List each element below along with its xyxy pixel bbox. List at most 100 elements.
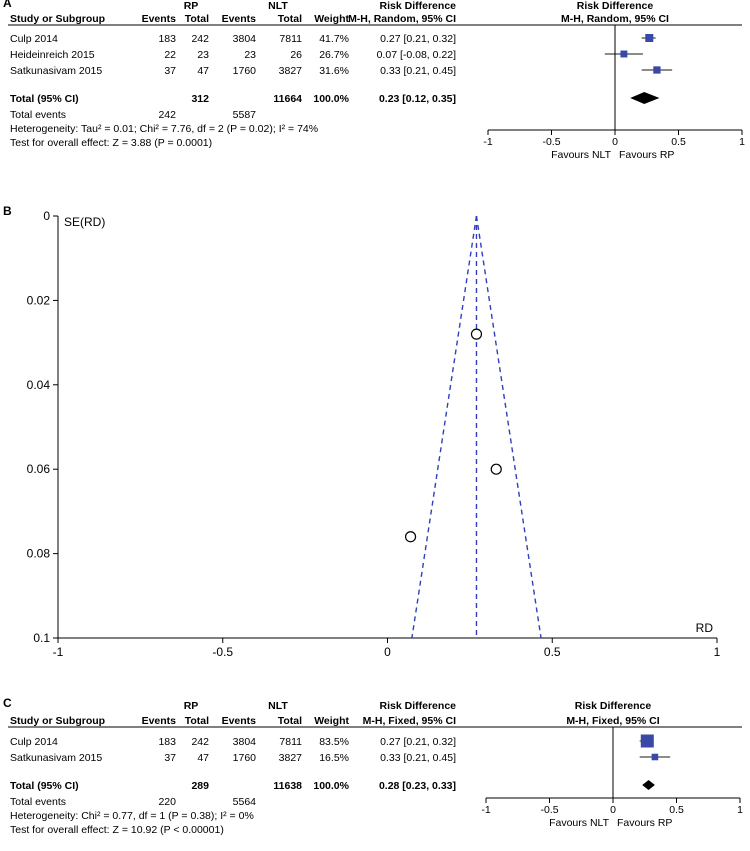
total2-cell: 3827 <box>279 752 303 764</box>
total-events-label: Total events <box>10 796 66 808</box>
x-tick-label: 0 <box>610 804 616 816</box>
total2-sum: 11664 <box>273 93 302 105</box>
study-marker <box>640 734 654 748</box>
total2-sum: 11638 <box>273 780 302 792</box>
funnel-limit-right <box>475 215 542 639</box>
total1-cell: 242 <box>191 736 209 748</box>
plot-title: Risk Difference <box>577 0 654 12</box>
x-tick-label: 1 <box>714 645 721 659</box>
ci-cell: 0.27 [0.21, 0.32] <box>380 33 456 45</box>
x-axis-label: RD <box>696 621 714 635</box>
total1-sum: 289 <box>191 780 209 792</box>
study-point <box>404 531 417 543</box>
heterogeneity-text: Heterogeneity: Chi² = 0.77, df = 1 (P = … <box>10 810 254 822</box>
total-events2: 5587 <box>233 109 257 121</box>
weight-header: Weight <box>314 13 349 25</box>
group1-label: RP <box>184 0 199 12</box>
plot-method: M-H, Fixed, 95% CI <box>566 715 659 727</box>
total2-header: Total <box>278 715 302 727</box>
x-tick-label: 1 <box>739 136 745 148</box>
rd-method-header: M-H, Random, 95% CI <box>348 13 456 25</box>
overall-effect-text: Test for overall effect: Z = 10.92 (P < … <box>10 824 224 836</box>
events1-cell: 183 <box>158 736 176 748</box>
panel-letter: B <box>3 204 12 218</box>
events2-cell: 23 <box>244 49 256 61</box>
y-tick-label: 0.1 <box>33 631 50 645</box>
events1-cell: 22 <box>164 49 176 61</box>
total1-cell: 23 <box>197 49 209 61</box>
pooled-diamond <box>642 780 655 790</box>
panel-letter: A <box>3 0 12 10</box>
plot-title: Risk Difference <box>575 700 652 712</box>
rd-column-title: Risk Difference <box>380 700 457 712</box>
x-tick-label: 0 <box>384 645 391 659</box>
study-name: Heideinreich 2015 <box>10 49 95 61</box>
study-marker <box>651 753 659 761</box>
total1-header: Total <box>185 715 209 727</box>
y-tick-label: 0.06 <box>27 462 51 476</box>
heterogeneity-text: Heterogeneity: Tau² = 0.01; Chi² = 7.76,… <box>10 123 318 135</box>
x-tick-label: -0.5 <box>212 645 233 659</box>
x-tick-label: 0.5 <box>671 136 686 148</box>
events2-cell: 3804 <box>233 33 257 45</box>
events2-header: Events <box>222 13 257 25</box>
study-column-header: Study or Subgroup <box>10 13 105 25</box>
y-tick-label: 0.04 <box>27 378 51 392</box>
x-tick-label: -0.5 <box>542 136 560 148</box>
total-events1: 242 <box>158 109 176 121</box>
rd-method-header: M-H, Fixed, 95% CI <box>363 715 456 727</box>
events1-cell: 37 <box>164 65 176 77</box>
total-events2: 5564 <box>233 796 257 808</box>
y-axis-label: SE(RD) <box>64 215 105 229</box>
study-name: Satkunasivam 2015 <box>10 752 102 764</box>
events2-cell: 1760 <box>233 65 257 77</box>
favours-left-label: Favours NLT <box>551 149 611 161</box>
x-tick-label: -1 <box>483 136 492 148</box>
weight-cell: 31.6% <box>319 65 349 77</box>
favours-right-label: Favours RP <box>619 149 674 161</box>
total1-header: Total <box>185 13 209 25</box>
total2-cell: 7811 <box>279 33 302 45</box>
total2-header: Total <box>278 13 302 25</box>
events1-header: Events <box>142 13 177 25</box>
x-tick-label: -1 <box>53 645 64 659</box>
y-tick-label: 0 <box>43 209 50 223</box>
weight-cell: 41.7% <box>319 33 349 45</box>
y-tick-label: 0.02 <box>27 293 51 307</box>
total1-sum: 312 <box>191 93 209 105</box>
panel-letter: C <box>3 696 12 710</box>
overall-effect-text: Test for overall effect: Z = 3.88 (P = 0… <box>10 137 212 149</box>
study-column-header: Study or Subgroup <box>10 715 105 727</box>
favours-left-label: Favours NLT <box>549 817 609 829</box>
x-tick-label: -0.5 <box>540 804 558 816</box>
pooled-ci: 0.23 [0.12, 0.35] <box>379 93 456 105</box>
total2-cell: 7811 <box>279 736 302 748</box>
study-marker <box>645 34 654 42</box>
x-tick-label: 0.5 <box>669 804 684 816</box>
favours-right-label: Favours RP <box>617 817 672 829</box>
events2-header: Events <box>222 715 257 727</box>
rd-column-title: Risk Difference <box>380 0 457 12</box>
y-tick-label: 0.08 <box>27 547 51 561</box>
group1-label: RP <box>184 700 199 712</box>
events2-cell: 3804 <box>233 736 257 748</box>
events2-cell: 1760 <box>233 752 257 764</box>
group2-label: NLT <box>268 700 288 712</box>
weight-cell: 26.7% <box>319 49 349 61</box>
pooled-ci: 0.28 [0.23, 0.33] <box>379 780 456 792</box>
study-marker <box>620 50 628 58</box>
events1-header: Events <box>142 715 177 727</box>
total-label: Total (95% CI) <box>10 93 79 105</box>
pooled-diamond <box>630 92 660 104</box>
x-tick-label: 0.5 <box>544 645 561 659</box>
study-name: Satkunasivam 2015 <box>10 65 102 77</box>
weight-cell: 83.5% <box>319 736 349 748</box>
study-name: Culp 2014 <box>10 736 58 748</box>
total1-cell: 47 <box>197 752 209 764</box>
total1-cell: 242 <box>191 33 209 45</box>
ci-cell: 0.33 [0.21, 0.45] <box>380 65 456 77</box>
funnel-plot-b: B 0 0.02 0.04 0.06 0.08 0.1-1 -0.5 0 0.5 1 SE(RD) RD <box>3 204 721 659</box>
weight-sum: 100.0% <box>313 780 349 792</box>
x-tick-label: -1 <box>481 804 490 816</box>
